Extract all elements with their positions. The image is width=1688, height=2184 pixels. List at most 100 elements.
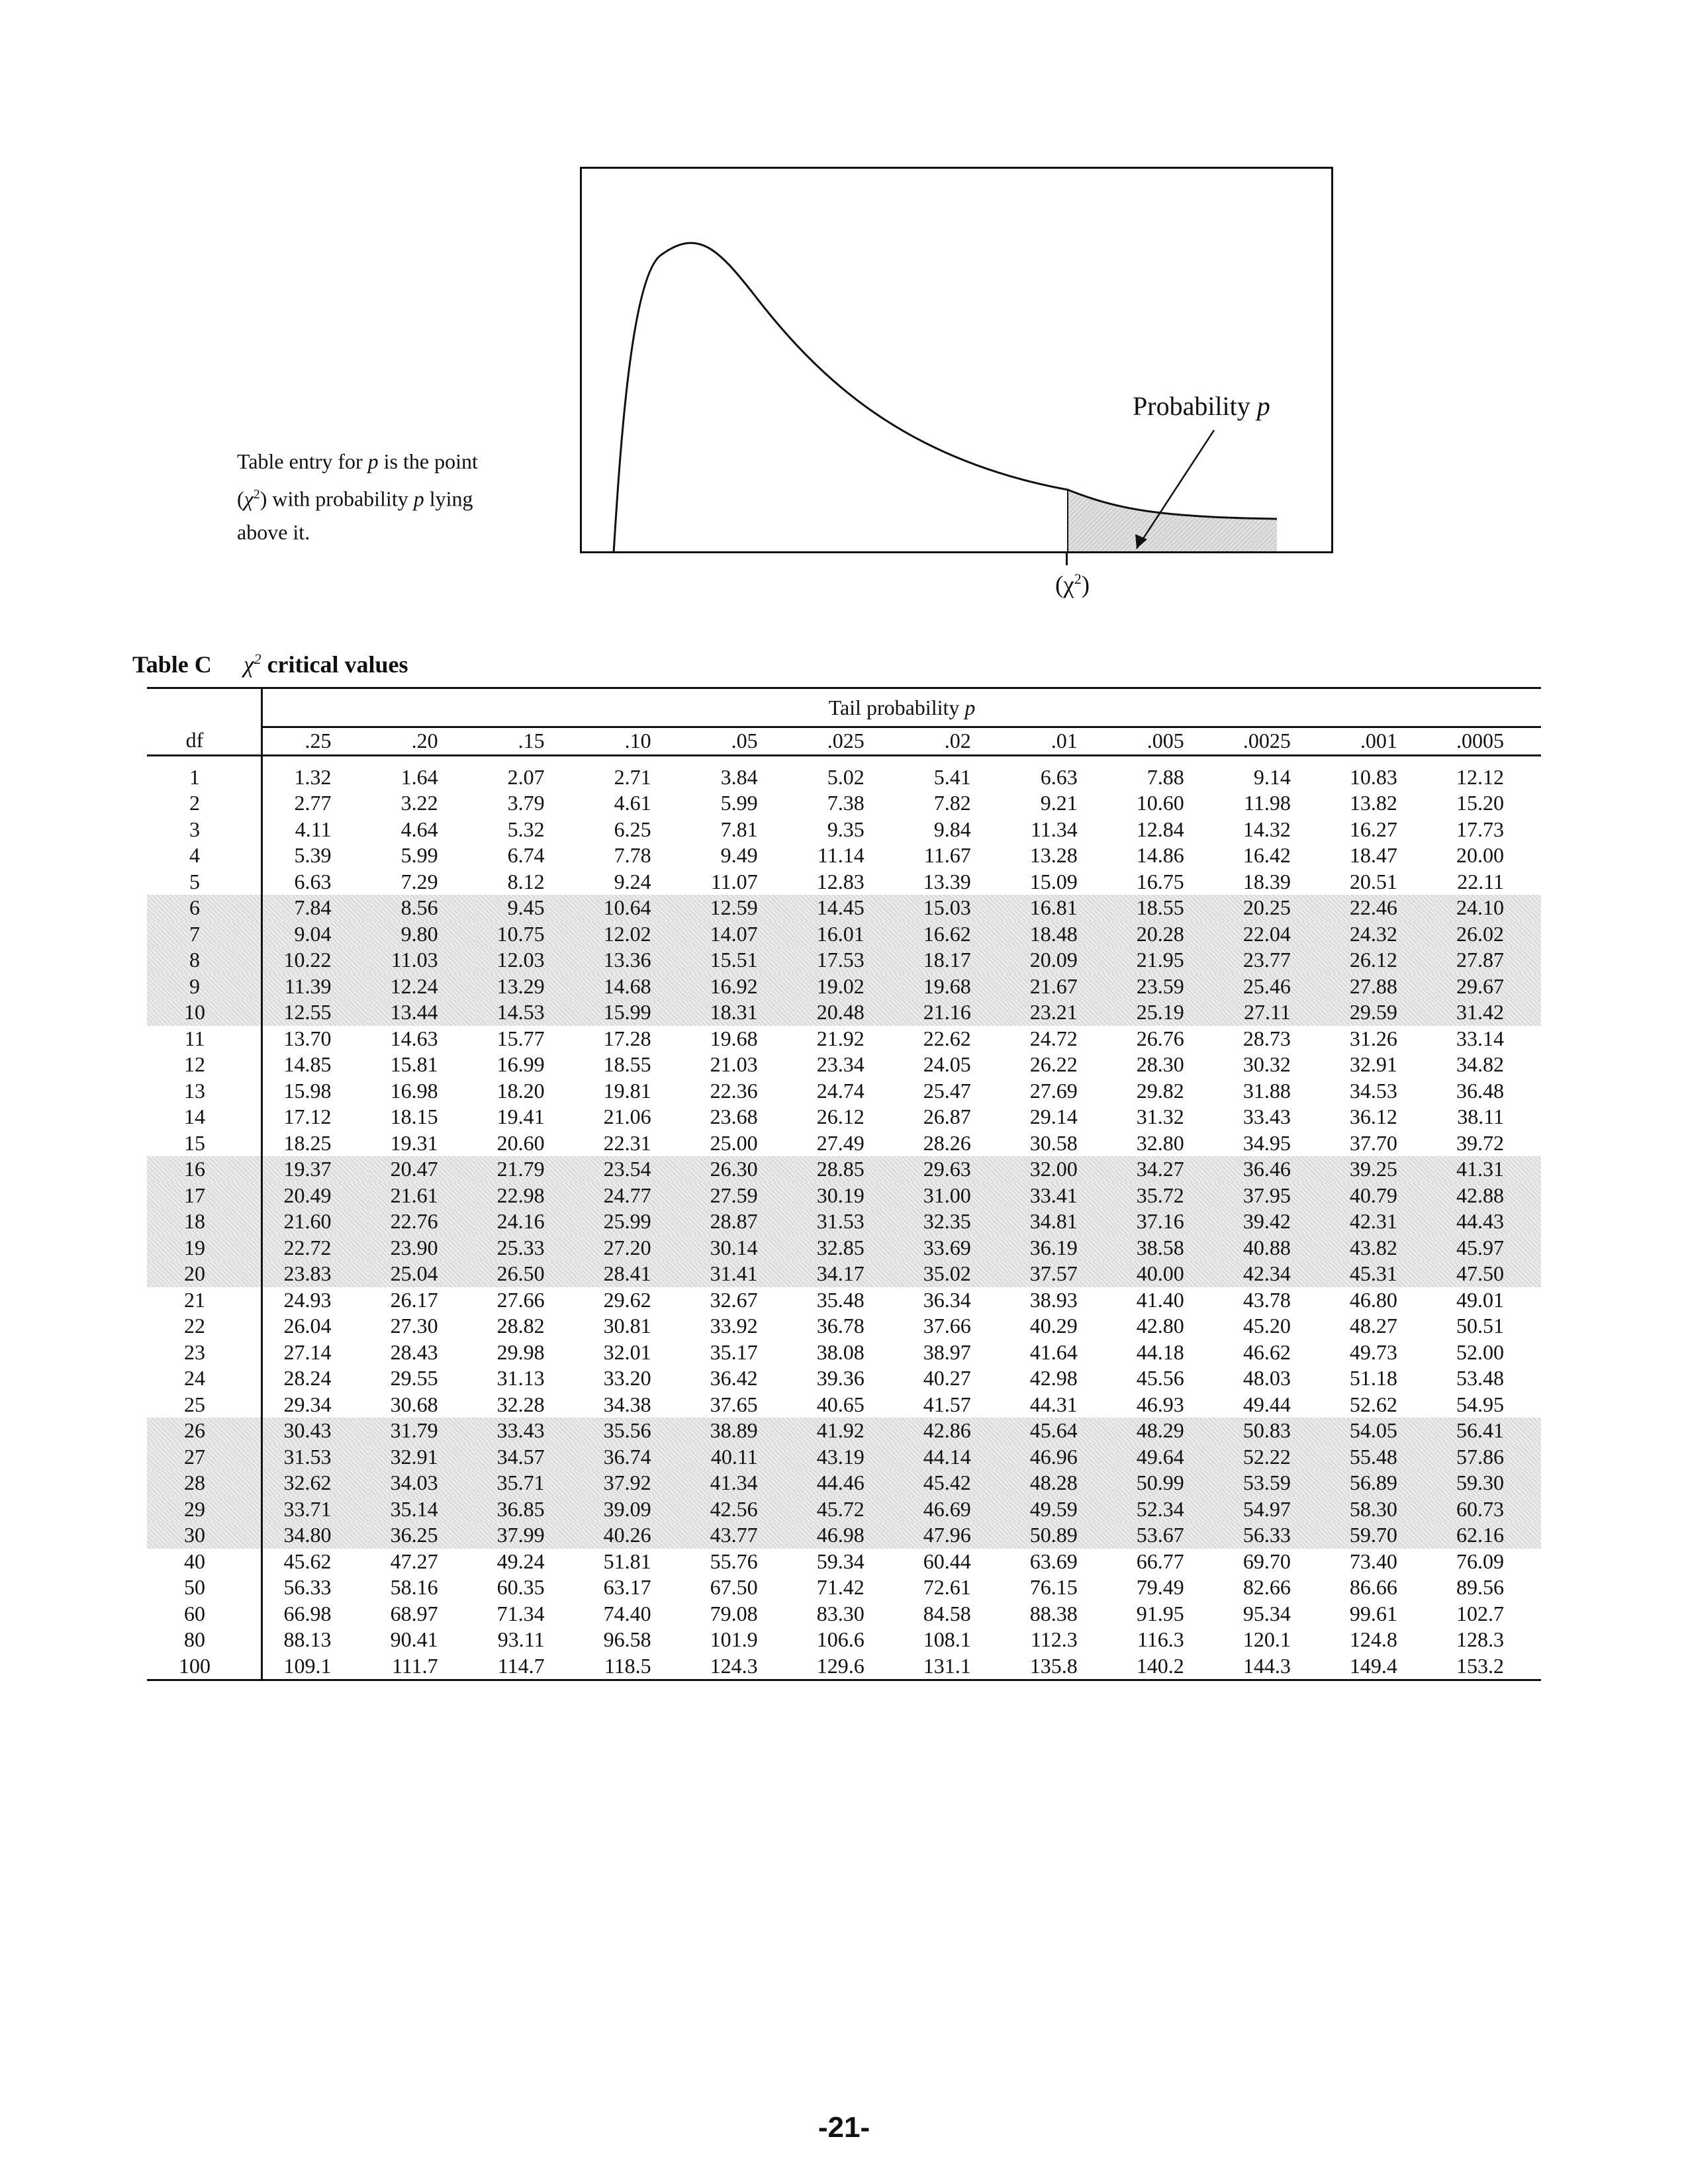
critical-value-tick bbox=[1066, 553, 1068, 565]
table-row: 10 12.55 13.44 14.53 15.99 18.31 20.48 21.16 23.… bbox=[147, 999, 1541, 1026]
critical-value-cell: 46.96 bbox=[1008, 1443, 1115, 1470]
critical-value-cell: 56.33 bbox=[260, 1574, 369, 1601]
critical-value-cell: 54.97 bbox=[1221, 1496, 1328, 1522]
critical-value-cell: 37.16 bbox=[1114, 1208, 1221, 1235]
chi-square-axis-label: (χ2) bbox=[1055, 570, 1090, 599]
critical-value-cell: 14.86 bbox=[1136, 843, 1184, 867]
critical-value-cell: 140.2 bbox=[1114, 1653, 1221, 1681]
critical-value-cell: 42.98 bbox=[1029, 1366, 1078, 1390]
critical-value-cell: 30.19 bbox=[794, 1182, 902, 1208]
chi-symbol: χ2 bbox=[243, 651, 261, 678]
critical-value-cell: 4.61 bbox=[614, 791, 651, 815]
table-row: 20 23.83 25.04 26.50 28.41 31.41 34.17 35.02 37.… bbox=[147, 1261, 1541, 1287]
df-cell: 80 bbox=[184, 1627, 205, 1651]
table-body: 1 1.32 1.64 2.07 2.71 3.84 5.02 5.41 6.63 7.88 9.1… bbox=[147, 755, 1541, 1681]
critical-value-cell: 36.48 bbox=[1456, 1078, 1504, 1103]
critical-value-cell: 12.84 bbox=[1136, 817, 1184, 841]
df-cell: 40 bbox=[184, 1549, 205, 1573]
critical-value-cell: 22.76 bbox=[368, 1208, 475, 1235]
critical-value-cell: 38.97 bbox=[923, 1340, 971, 1364]
critical-value-cell: 59.30 bbox=[1434, 1470, 1541, 1496]
critical-value-cell: 53.59 bbox=[1221, 1470, 1328, 1496]
critical-value-cell: 1.32 bbox=[260, 755, 369, 790]
critical-value-cell: 14.68 bbox=[581, 973, 688, 999]
critical-value-cell: 7.88 bbox=[1147, 764, 1184, 789]
critical-value-cell: 5.39 bbox=[260, 842, 369, 869]
critical-value-cell: 40.79 bbox=[1327, 1182, 1434, 1208]
critical-value-cell: 43.78 bbox=[1243, 1287, 1291, 1312]
critical-value-cell: 40.88 bbox=[1221, 1234, 1328, 1261]
df-cell: 100 bbox=[147, 1653, 262, 1681]
df-cell: 2 bbox=[189, 791, 200, 815]
critical-value-cell: 11.07 bbox=[710, 869, 758, 893]
critical-value-cell: 26.02 bbox=[1434, 921, 1541, 947]
critical-value-cell: 34.38 bbox=[603, 1392, 651, 1416]
critical-value-cell: 34.81 bbox=[1008, 1208, 1115, 1235]
chi-square-density-plot: Probability p bbox=[612, 242, 1278, 551]
critical-value-cell: 17.28 bbox=[603, 1026, 651, 1050]
critical-value-cell: 13.44 bbox=[368, 999, 475, 1026]
tail-probability-caption: Tail probability p bbox=[261, 687, 1541, 728]
critical-value-cell: 36.85 bbox=[475, 1496, 582, 1522]
df-cell: 22 bbox=[184, 1314, 205, 1338]
critical-value-cell: 49.24 bbox=[496, 1549, 545, 1573]
critical-value-cell: 2.07 bbox=[507, 764, 545, 789]
df-cell: 5 bbox=[189, 869, 200, 893]
critical-value-cell: 5.41 bbox=[933, 764, 971, 789]
critical-value-cell: 2.71 bbox=[614, 764, 651, 789]
table-row: 12 14.85 15.81 16.99 18.55 21.03 23.34 24.05 26.… bbox=[147, 1052, 1541, 1078]
critical-value-cell: 10.22 bbox=[260, 947, 369, 974]
critical-value-cell: 15.99 bbox=[581, 999, 688, 1026]
critical-value-cell: 34.57 bbox=[475, 1443, 582, 1470]
critical-value-cell: 42.31 bbox=[1327, 1208, 1434, 1235]
table-row: 18 21.60 22.76 24.16 25.99 28.87 31.53 32.35 34.… bbox=[147, 1208, 1541, 1235]
critical-value-cell: 26.22 bbox=[1029, 1052, 1078, 1076]
critical-value-cell: 9.35 bbox=[827, 817, 865, 841]
critical-value-cell: 56.41 bbox=[1434, 1418, 1541, 1444]
critical-value-cell: 31.32 bbox=[1136, 1105, 1184, 1128]
critical-value-cell: 20.00 bbox=[1456, 843, 1504, 867]
probability-pointer-line bbox=[1135, 430, 1215, 549]
critical-value-cell: 26.50 bbox=[475, 1261, 582, 1287]
critical-value-cell: 25.04 bbox=[368, 1261, 475, 1287]
critical-value-cell: 18.39 bbox=[1243, 869, 1291, 893]
critical-value-cell: 21.92 bbox=[816, 1026, 865, 1050]
critical-value-cell: 50.89 bbox=[1008, 1522, 1115, 1549]
critical-value-cell: 49.44 bbox=[1243, 1392, 1291, 1416]
critical-value-cell: 22.98 bbox=[475, 1182, 582, 1208]
critical-value-cell: 3.84 bbox=[720, 764, 758, 789]
critical-value-cell: 116.3 bbox=[1137, 1627, 1184, 1651]
critical-value-cell: 27.30 bbox=[390, 1314, 438, 1338]
critical-value-cell: 22.04 bbox=[1221, 921, 1328, 947]
critical-value-cell: 37.70 bbox=[1349, 1130, 1397, 1155]
critical-value-cell: 11.03 bbox=[368, 947, 475, 974]
critical-value-cell: 35.72 bbox=[1114, 1182, 1221, 1208]
df-cell: 4 bbox=[189, 843, 200, 867]
df-cell: 27 bbox=[147, 1443, 262, 1470]
table-label: Table C bbox=[132, 651, 212, 678]
critical-value-cell: 20.28 bbox=[1114, 921, 1221, 947]
critical-value-cell: 106.6 bbox=[816, 1627, 865, 1651]
critical-value-cell: 19.31 bbox=[390, 1130, 438, 1155]
table-row: 27 31.53 32.91 34.57 36.74 40.11 43.19 44.14 46.… bbox=[147, 1443, 1541, 1470]
critical-value-cell: 37.66 bbox=[923, 1314, 971, 1338]
critical-value-cell: 16.42 bbox=[1243, 843, 1291, 867]
critical-value-cell: 89.56 bbox=[1456, 1575, 1504, 1599]
critical-value-cell: 59.70 bbox=[1327, 1522, 1434, 1549]
critical-value-cell: 20.25 bbox=[1221, 895, 1328, 921]
critical-value-cell: 3.79 bbox=[507, 791, 545, 815]
critical-value-cell: 31.79 bbox=[368, 1418, 475, 1444]
critical-value-cell: 25.46 bbox=[1221, 973, 1328, 999]
critical-value-cell: 44.14 bbox=[901, 1443, 1008, 1470]
critical-value-cell: 6.63 bbox=[1040, 764, 1078, 789]
critical-value-cell: 71.34 bbox=[496, 1601, 545, 1625]
critical-value-cell: 18.55 bbox=[1114, 895, 1221, 921]
critical-value-cell: 29.14 bbox=[1029, 1105, 1078, 1128]
critical-value-cell: 41.34 bbox=[688, 1470, 795, 1496]
critical-value-cell: 2.77 bbox=[260, 790, 369, 817]
table-title: Table C χ2 critical values bbox=[132, 651, 408, 678]
table-row: 16 19.37 20.47 21.79 23.54 26.30 28.85 29.63 32.… bbox=[147, 1156, 1541, 1183]
critical-value-cell: 28.26 bbox=[923, 1130, 971, 1155]
critical-value-cell: 19.68 bbox=[901, 973, 1008, 999]
critical-value-cell: 26.04 bbox=[260, 1313, 369, 1340]
